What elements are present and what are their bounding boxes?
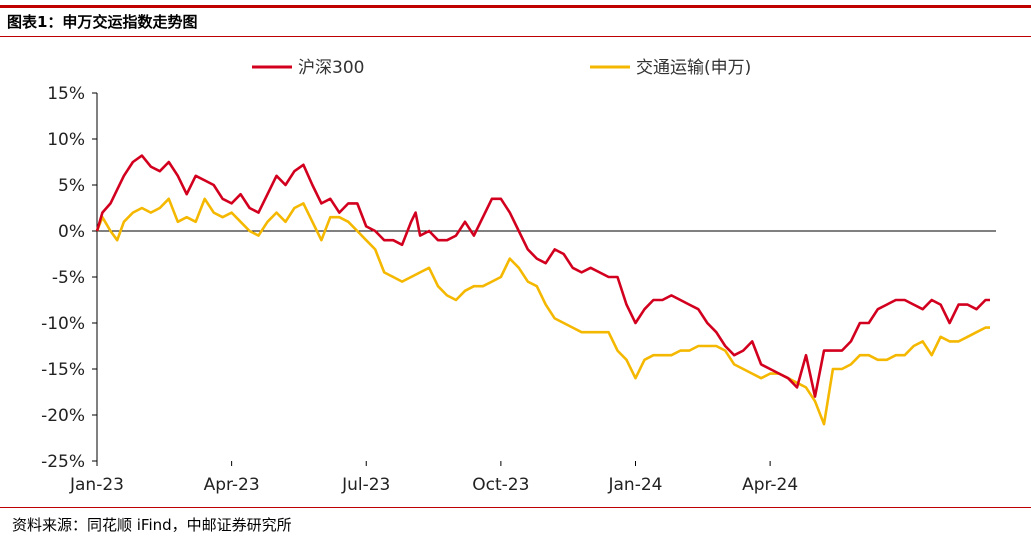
series-line-jiaotong [95,197,990,426]
y-tick-label: -20% [41,406,85,426]
y-tick-label: -15% [41,360,85,380]
y-tick-label: 5% [58,176,85,196]
x-tick-label: Apr-24 [742,475,798,495]
y-tick-label: -5% [52,268,85,288]
x-tick-label: Jul-23 [341,475,390,495]
y-tick-label: -25% [41,452,85,472]
legend-label: 沪深300 [298,58,364,78]
legend-label: 交通运输(申万) [636,58,751,78]
x-tick-label: Apr-23 [204,475,260,495]
x-tick-label: Jan-24 [608,475,663,495]
y-tick-label: 0% [58,222,85,242]
top-accent-bar [0,5,1031,8]
title-divider [0,36,1031,37]
line-chart: 沪深300 交通运输(申万) 15% 10% 5% 0% -5% -10% -15% -20% -… [41,58,996,495]
plot-area [95,154,990,426]
x-tick-label: Jan-23 [69,475,124,495]
y-axis: 15% 10% 5% 0% -5% -10% -15% -20% -25% [41,84,98,472]
y-tick-label: 10% [47,130,85,150]
source-note: 资料来源：同花顺 iFind，中邮证券研究所 [12,516,292,534]
x-axis: Jan-23 Apr-23 Jul-23 Oct-23 Jan-24 Apr-24 [69,230,996,495]
y-tick-label: 15% [47,84,85,104]
y-tick-label: -10% [41,314,85,334]
bottom-divider [0,507,1031,508]
series-line-hs300 [95,154,990,398]
x-tick-label: Oct-23 [472,475,529,495]
chart-legend: 沪深300 交通运输(申万) [252,58,751,78]
figure-title: 图表1：申万交运指数走势图 [7,13,198,31]
